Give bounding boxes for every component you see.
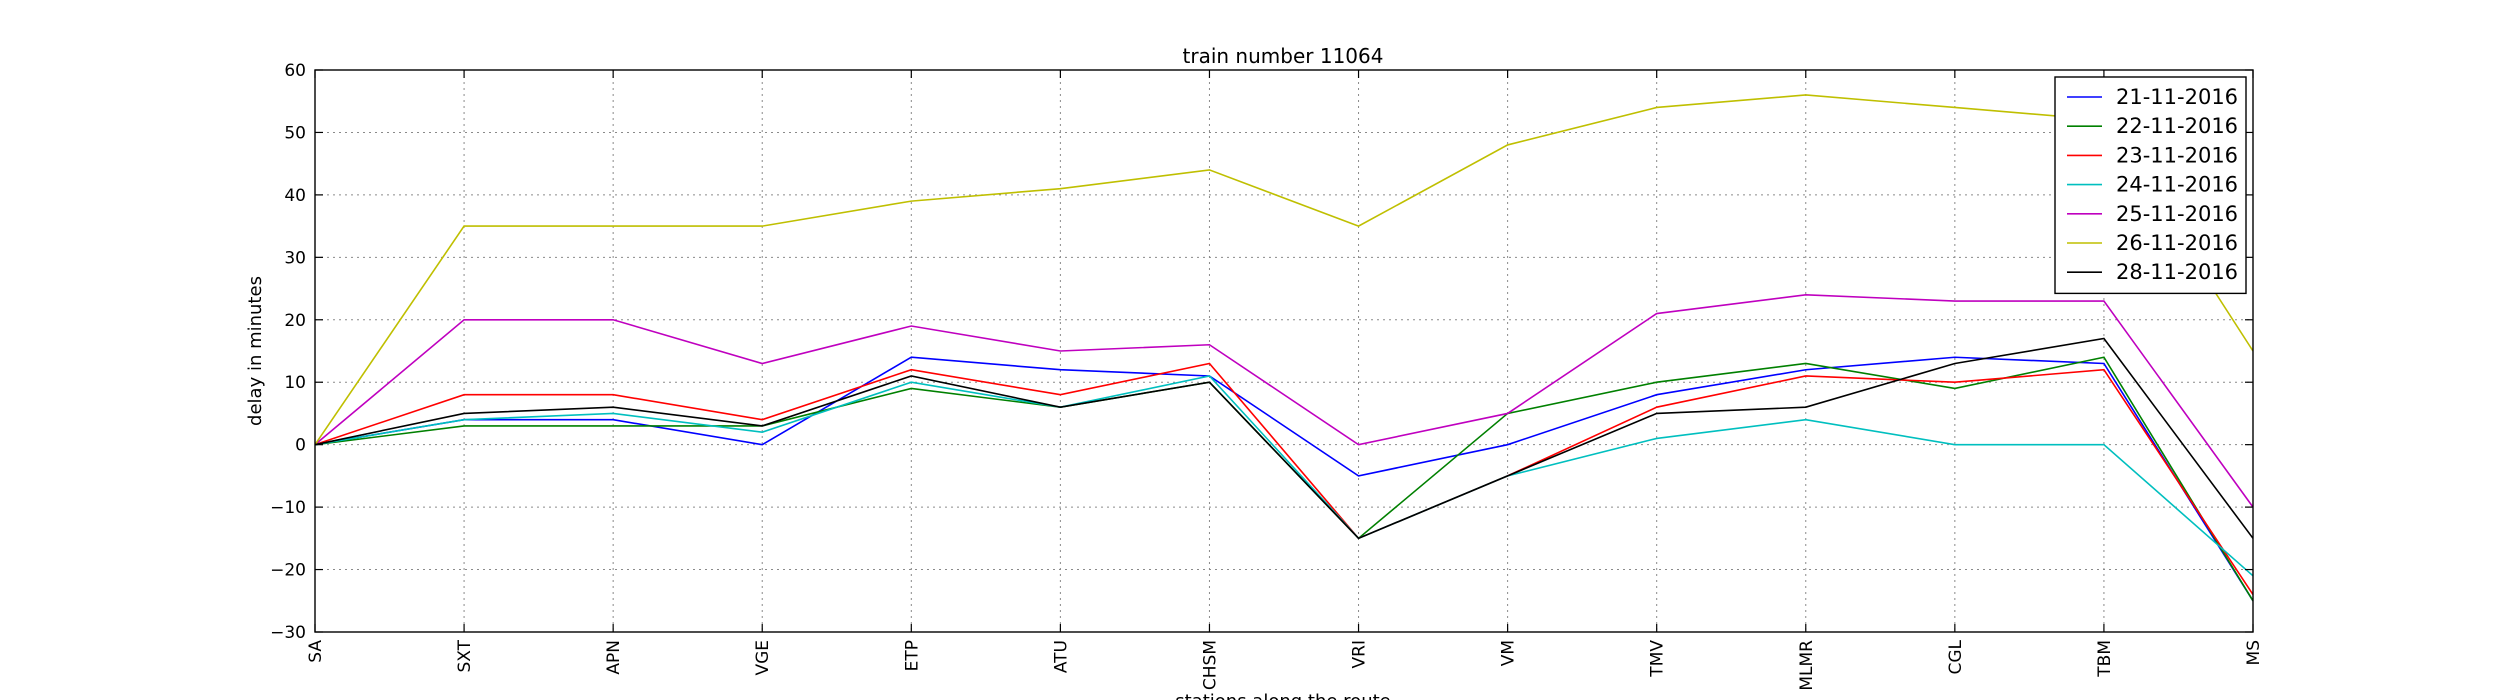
series-lines — [314, 94, 2254, 602]
y-tick-label: 30 — [284, 248, 306, 268]
x-tick-label: VGE — [753, 640, 773, 676]
series-line-28-11-2016 — [314, 337, 2254, 540]
y-tick-label: 60 — [284, 61, 306, 81]
chart-title: train number 11064 — [1183, 44, 1384, 68]
x-tick-label: ATU — [1051, 640, 1071, 673]
y-tick-label: 10 — [284, 373, 306, 393]
series-line-21-11-2016 — [314, 356, 2254, 602]
y-tick-label: 50 — [284, 123, 306, 143]
series-line-24-11-2016 — [314, 375, 2254, 577]
x-tick-label: MS — [2244, 640, 2264, 665]
y-tick-label: −20 — [270, 561, 306, 581]
y-tick-label: −30 — [270, 623, 306, 643]
legend-entry: 21-11-2016 — [2116, 85, 2238, 109]
x-tick-label: CGL — [1946, 639, 1966, 674]
x-tick-label: MLMR — [1797, 640, 1817, 691]
y-axis-label: delay in minutes — [245, 276, 266, 426]
series-line-26-11-2016 — [314, 94, 2254, 446]
x-tick-label: SXT — [455, 639, 475, 672]
plot-frame — [314, 69, 2254, 633]
legend-entry: 25-11-2016 — [2116, 202, 2238, 226]
y-tick-label: 0 — [295, 436, 306, 456]
y-tick-label: 40 — [284, 186, 306, 206]
x-tick-label: ETP — [902, 640, 922, 671]
x-axis-label: stations along the route — [1175, 691, 1390, 700]
series-line-23-11-2016 — [314, 362, 2254, 595]
x-tick-label: VM — [1499, 640, 1519, 666]
y-tick-label: 20 — [284, 311, 306, 331]
x-tick-label: TBM — [2095, 640, 2115, 678]
x-tick-label: CHSM — [1200, 640, 1220, 690]
legend: 21-11-2016 22-11-2016 23-11-2016 24-11-2016… — [2054, 76, 2247, 295]
x-tick-label: TMV — [1648, 640, 1668, 678]
axis-ticks — [314, 69, 2254, 633]
x-tick-labels: SA SXT APN VGE ETP ATU CHSM VRI VM TMV MLMR CGL TBM M… — [306, 639, 2264, 690]
legend-entry: 24-11-2016 — [2116, 173, 2238, 197]
x-tick-label: APN — [604, 640, 624, 675]
legend-entry: 23-11-2016 — [2116, 143, 2238, 167]
grid — [315, 70, 2253, 632]
legend-entry: 22-11-2016 — [2116, 114, 2238, 138]
x-tick-label: VRI — [1350, 640, 1370, 668]
y-tick-labels: −30 −20 −10 0 10 20 30 40 50 60 — [270, 61, 306, 643]
y-tick-label: −10 — [270, 498, 306, 518]
series-line-25-11-2016 — [314, 293, 2254, 508]
legend-entry: 26-11-2016 — [2116, 231, 2238, 255]
x-tick-label: SA — [306, 640, 326, 663]
legend-entry: 28-11-2016 — [2116, 260, 2238, 284]
